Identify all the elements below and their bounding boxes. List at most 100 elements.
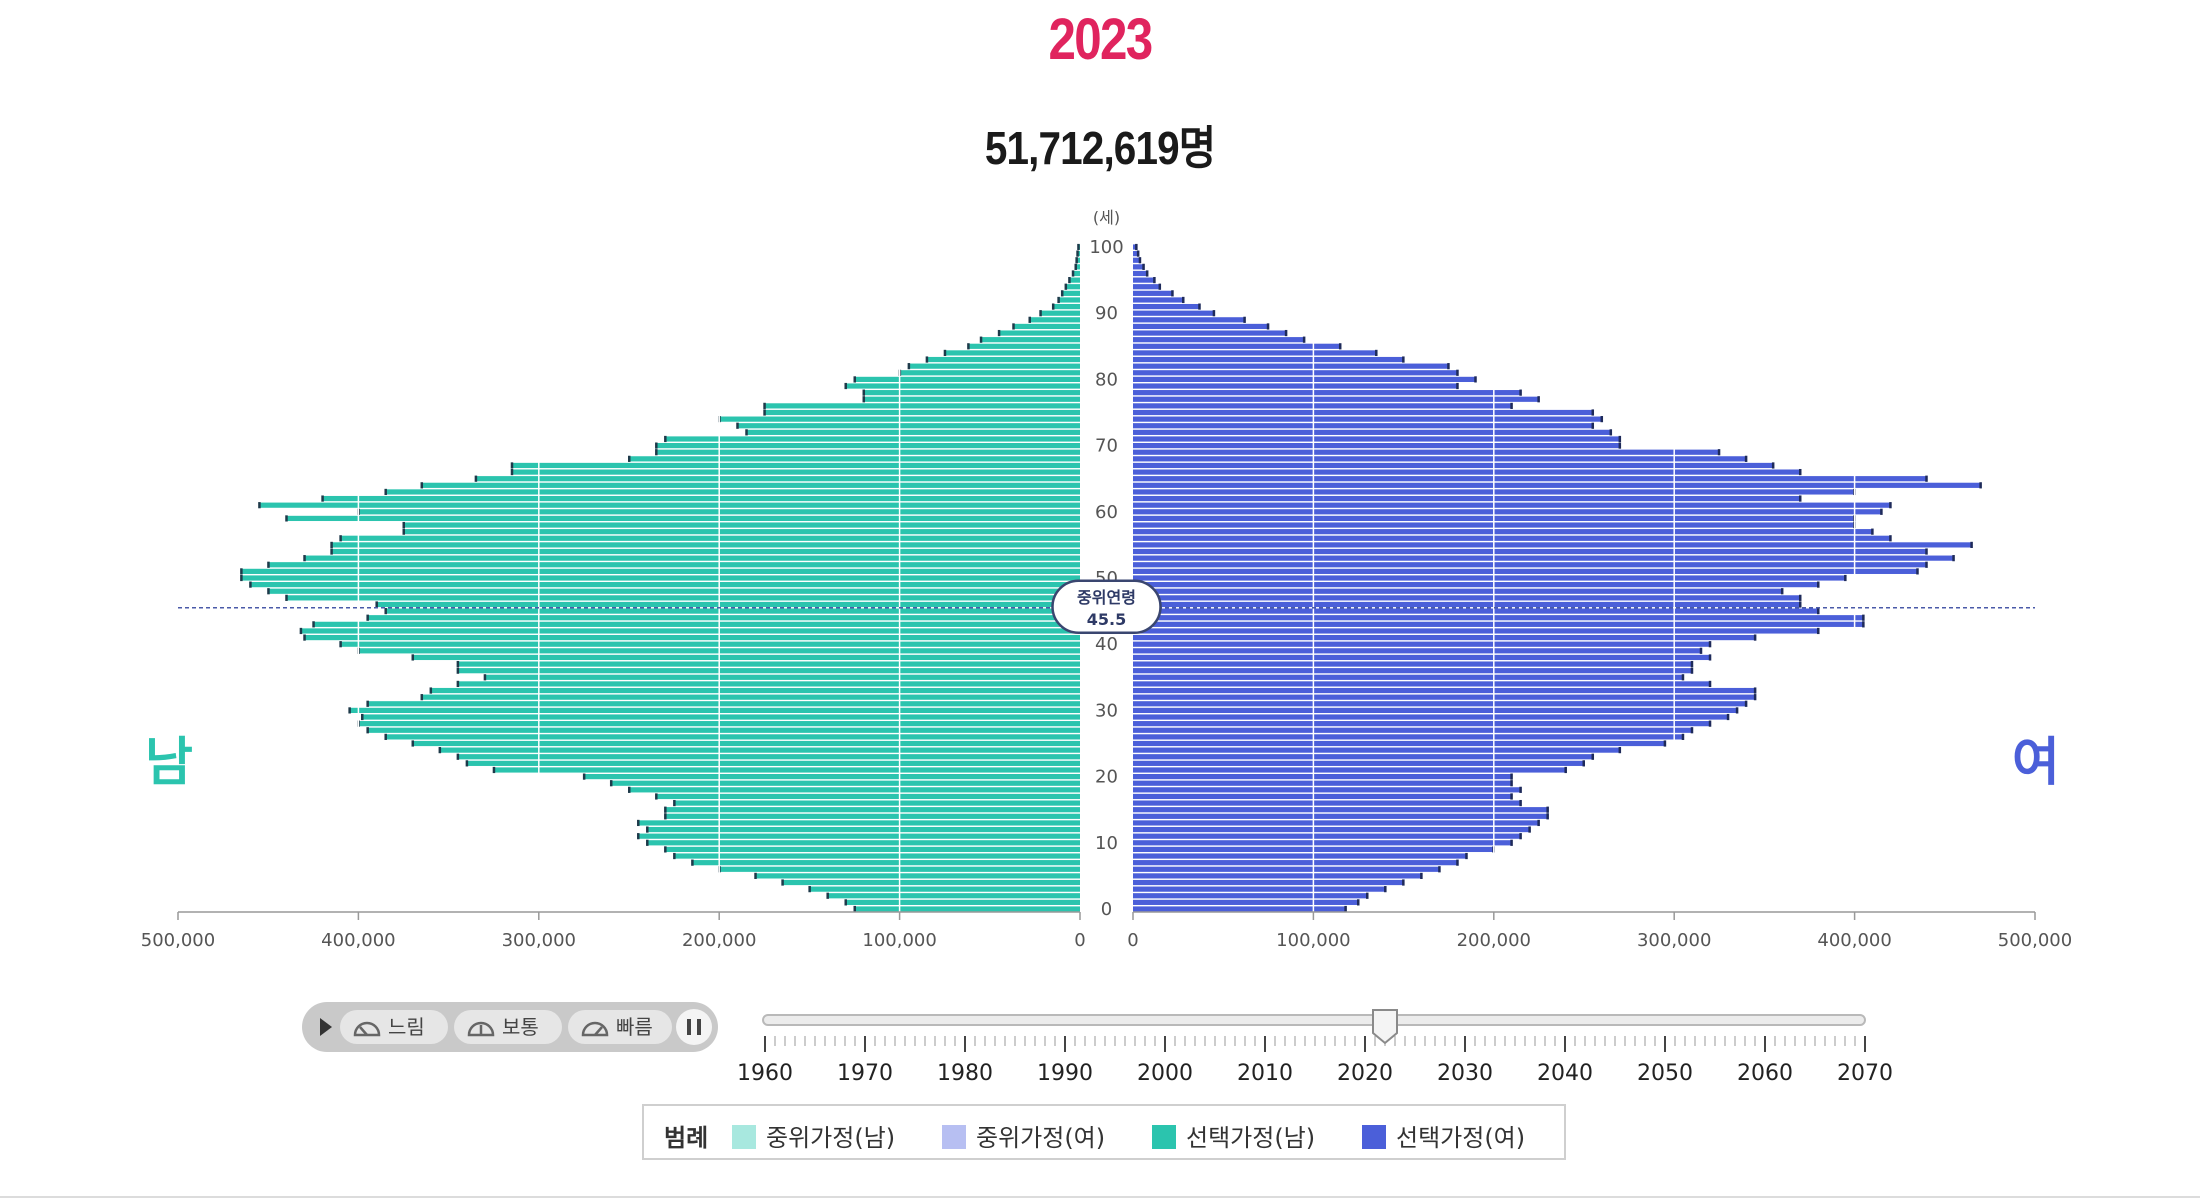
female-bar-age-92 <box>1133 297 1184 303</box>
male-bar-age-33 <box>430 687 1080 694</box>
median-age-label: 중위연령 <box>1077 588 1136 607</box>
timeline-year-label[interactable]: 1980 <box>937 1061 993 1086</box>
male-bar-cap-age-17 <box>655 793 658 800</box>
timeline-year-label[interactable]: 1970 <box>837 1061 893 1086</box>
male-bar-age-4 <box>782 879 1080 886</box>
male-bar-cap-age-31 <box>366 700 369 707</box>
legend-item-selected-male: 선택가정(남) <box>1152 1118 1315 1153</box>
male-bar-age-72 <box>746 429 1080 435</box>
timeline-year-label[interactable]: 2070 <box>1837 1061 1893 1086</box>
male-bar-age-13 <box>638 820 1080 826</box>
male-bar-age-73 <box>737 423 1080 429</box>
female-bar-cap-age-91 <box>1198 303 1201 310</box>
female-bar-cap-age-43 <box>1862 621 1865 628</box>
female-bar-cap-age-13 <box>1537 819 1540 827</box>
male-bar-age-2 <box>827 893 1080 899</box>
legend-item-median-male: 중위가정(남) <box>732 1118 895 1153</box>
female-bar-cap-age-98 <box>1138 257 1142 264</box>
pause-button[interactable] <box>676 1009 712 1045</box>
male-bar-cap-age-24 <box>438 747 442 754</box>
female-bar-age-54 <box>1133 548 1927 555</box>
female-bar-cap-age-67 <box>1771 462 1775 469</box>
female-bar-age-69 <box>1133 449 1720 455</box>
timeline-year-label[interactable]: 1990 <box>1037 1061 1093 1086</box>
male-bar-age-38 <box>412 654 1080 661</box>
timeline-year-label[interactable]: 1960 <box>737 1061 793 1086</box>
male-bar-cap-age-95 <box>1068 277 1071 284</box>
female-bar-cap-age-79 <box>1456 382 1459 390</box>
female-bar-cap-age-39 <box>1699 647 1703 654</box>
male-bar-age-70 <box>656 443 1080 449</box>
female-bar-cap-age-69 <box>1717 449 1721 456</box>
female-bar-age-8 <box>1133 853 1467 859</box>
female-bar-age-66 <box>1133 469 1801 475</box>
speedometer-slow-icon <box>353 1021 381 1037</box>
timeline-track[interactable] <box>762 1014 1866 1026</box>
female-bar-cap-age-30 <box>1735 707 1739 714</box>
female-bar-age-38 <box>1133 654 1711 661</box>
female-bar-age-48 <box>1133 588 1783 594</box>
male-bar-age-78 <box>863 390 1080 396</box>
female-bar-cap-age-11 <box>1519 833 1522 840</box>
speed-normal-button[interactable]: 보통 <box>454 1010 562 1044</box>
male-x-tick-label: 400,000 <box>321 930 395 951</box>
speed-slow-label: 느림 <box>388 1015 425 1039</box>
timeline-year-label[interactable]: 2030 <box>1437 1061 1493 1086</box>
speed-fast-button[interactable]: 빠름 <box>568 1010 672 1044</box>
female-bar-cap-age-88 <box>1266 323 1270 330</box>
male-bar-age-11 <box>638 833 1080 839</box>
timeline-year-label[interactable]: 2050 <box>1637 1061 1693 1086</box>
male-bar-cap-age-25 <box>411 740 415 747</box>
female-bar-age-93 <box>1133 290 1173 296</box>
total-population: 51,712,619명 <box>984 122 1216 174</box>
male-bar-cap-age-87 <box>997 329 1001 337</box>
timeline-year-label[interactable]: 2040 <box>1537 1061 1593 1086</box>
female-bar-age-98 <box>1133 257 1141 263</box>
speed-slow-button[interactable]: 느림 <box>340 1010 448 1044</box>
bottom-divider <box>0 1196 2200 1198</box>
timeline-handle[interactable] <box>1370 1007 1400 1047</box>
timeline-year-label[interactable]: 2000 <box>1137 1061 1193 1086</box>
female-bar-cap-age-34 <box>1708 680 1712 688</box>
male-bar-age-12 <box>647 826 1080 833</box>
male-bar-cap-age-49 <box>249 581 252 588</box>
female-bar-age-57 <box>1133 529 1873 535</box>
female-bar-age-60 <box>1133 509 1882 515</box>
play-icon[interactable] <box>320 1018 332 1036</box>
male-bar-age-3 <box>809 886 1080 892</box>
male-bar-age-98 <box>1076 257 1080 263</box>
male-bar-cap-age-65 <box>474 475 478 482</box>
age-tick-label: 40 <box>1095 634 1118 655</box>
female-bar-cap-age-32 <box>1753 694 1757 701</box>
female-bar-cap-age-4 <box>1402 879 1405 886</box>
female-bar-age-91 <box>1133 303 1200 310</box>
female-bar-age-3 <box>1133 886 1386 892</box>
male-bar-cap-age-11 <box>637 833 640 840</box>
female-bar-cap-age-6 <box>1438 866 1441 873</box>
male-bar-cap-age-30 <box>348 707 351 714</box>
male-bar-age-97 <box>1075 264 1080 270</box>
female-bar-age-82 <box>1133 363 1449 369</box>
timeline-year-label[interactable]: 2020 <box>1337 1061 1393 1086</box>
male-bar-age-41 <box>304 634 1080 641</box>
male-bar-age-40 <box>340 641 1080 647</box>
female-bar-cap-age-22 <box>1582 760 1585 767</box>
male-bar-cap-age-57 <box>402 528 405 535</box>
male-bar-age-83 <box>926 356 1080 363</box>
male-bar-age-84 <box>944 350 1080 356</box>
male-bar-cap-age-86 <box>979 336 983 343</box>
female-bar-cap-age-28 <box>1708 720 1712 727</box>
timeline-year-label[interactable]: 2010 <box>1237 1061 1293 1086</box>
male-bar-cap-age-38 <box>411 654 415 661</box>
male-bar-age-17 <box>656 793 1080 800</box>
male-bar-age-23 <box>457 754 1080 760</box>
male-bar-cap-age-53 <box>303 555 306 562</box>
timeline-year-label[interactable]: 2060 <box>1737 1061 1793 1086</box>
legend-swatch-selected-male <box>1152 1125 1176 1149</box>
male-bar-cap-age-18 <box>628 786 631 793</box>
male-bar-age-63 <box>385 489 1081 495</box>
female-bar-age-80 <box>1133 376 1476 382</box>
female-bar-cap-age-8 <box>1465 852 1468 860</box>
male-bar-cap-age-100 <box>1077 243 1080 251</box>
male-bar-age-25 <box>412 740 1080 747</box>
